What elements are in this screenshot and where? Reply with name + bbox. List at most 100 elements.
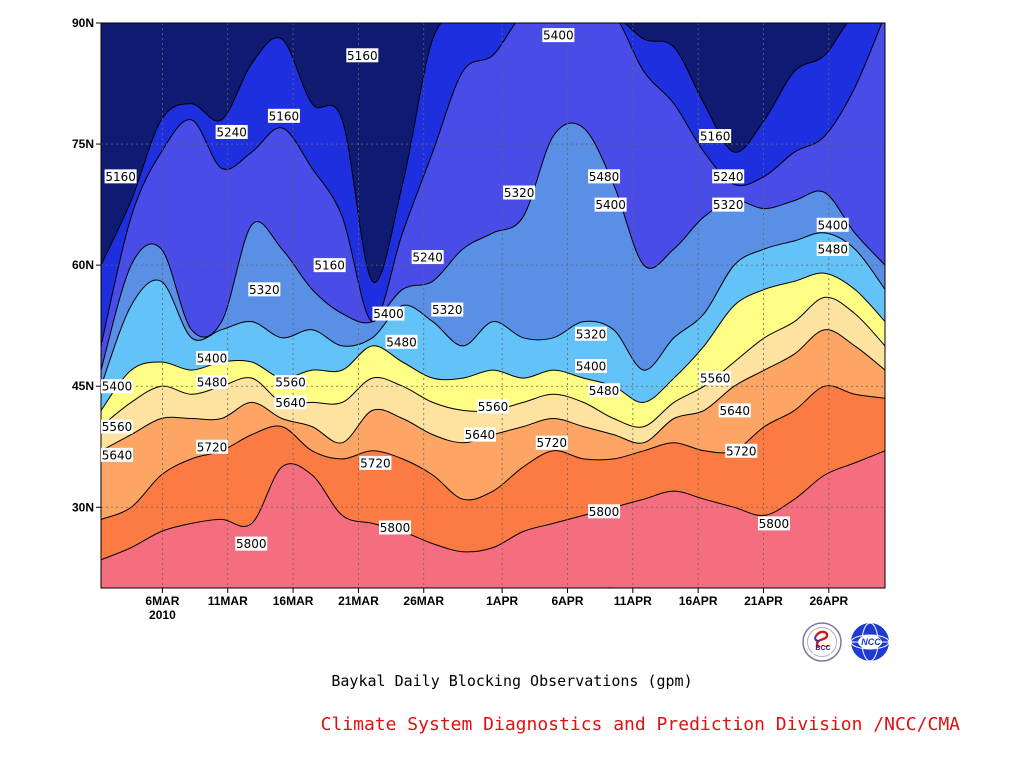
contour-label-bg <box>101 379 133 394</box>
contour-label: 5240 <box>215 124 248 139</box>
contour-label-bg <box>725 443 758 458</box>
contour-labels: 5160 5240 5160 5160 5400 5160 5240 5320 5400 5480… <box>101 28 849 551</box>
contour-label-bg <box>104 169 137 184</box>
bcc-logo-text: BCC <box>815 645 831 652</box>
contour-label-bg <box>816 217 849 232</box>
contour-label: 5320 <box>503 185 536 200</box>
contour-label: 5160 <box>267 108 300 123</box>
contour-label-bg <box>248 282 281 297</box>
x-axis: 6MAR 11MAR 16MAR 21MAR 26MAR 1APR 6APR 11APR 16A… <box>145 588 848 622</box>
x-tick-label: 16APR <box>679 594 718 608</box>
y-axis: 90N 75N 60N 45N 30N <box>72 16 101 514</box>
contour-label-bg <box>101 447 133 462</box>
credit-text: Climate System Diagnostics and Predictio… <box>320 714 960 735</box>
contour-label: 5720 <box>196 439 229 454</box>
contour-label: 5400 <box>372 306 405 321</box>
contour-label-bg <box>477 399 509 414</box>
contour-label: 5400 <box>594 197 627 212</box>
contour-label-bg <box>542 28 575 43</box>
contour-label-text: 5640 <box>102 448 133 462</box>
contour-label-bg <box>712 197 745 212</box>
contour-label-text: 5320 <box>713 198 744 212</box>
contour-label-bg <box>699 129 732 143</box>
contour-label-text: 5400 <box>817 218 848 232</box>
x-tick-label: 16MAR <box>273 594 314 608</box>
ncc-logo <box>850 622 890 662</box>
y-tick-label: 75N <box>72 137 94 151</box>
x-tick-label: 6APR <box>551 594 583 608</box>
contour-label-text: 5400 <box>543 29 574 43</box>
contour-label-text: 5400 <box>576 360 607 374</box>
contour-label: 5320 <box>431 302 464 317</box>
contour-label: 5240 <box>712 169 745 184</box>
contour-label-text: 5720 <box>726 444 757 458</box>
contour-label-text: 5800 <box>380 521 411 535</box>
contour-label: 5320 <box>712 197 745 212</box>
contour-label: 5240 <box>411 250 444 265</box>
contour-label-text: 5400 <box>373 307 404 321</box>
ncc-logo-text: NCC <box>861 637 881 647</box>
contour-label: 5800 <box>235 536 268 551</box>
contour-label-text: 5320 <box>504 186 535 200</box>
x-tick-label: 21APR <box>744 594 783 608</box>
contour-label-text: 5480 <box>386 335 417 349</box>
contour-label: 5800 <box>588 504 621 519</box>
x-tick-label: 11APR <box>614 594 652 608</box>
contour-label-bg <box>712 169 745 184</box>
contour-label-text: 5320 <box>432 303 463 317</box>
contour-label: 5560 <box>274 375 307 390</box>
contour-label-text: 5160 <box>700 130 731 144</box>
contour-label: 5400 <box>816 217 849 232</box>
contour-label-text: 5400 <box>102 380 133 394</box>
grid-lines <box>101 23 885 588</box>
contour-label-text: 5400 <box>197 351 228 365</box>
contour-label-text: 5240 <box>713 170 744 184</box>
contour-line-5800 <box>101 450 885 561</box>
contour-label: 5480 <box>385 334 418 349</box>
contour-label-bg <box>215 124 248 139</box>
contour-label-text: 5480 <box>589 384 620 398</box>
contour-label-bg <box>503 185 536 200</box>
contour-label-text: 5160 <box>347 49 378 63</box>
contour-label-bg <box>267 108 300 123</box>
x-tick-label: 26MAR <box>403 594 444 608</box>
contour-label-text: 5560 <box>700 372 731 386</box>
contour-label-bg <box>575 359 607 374</box>
contour-label-text: 5800 <box>236 537 267 551</box>
contour-label: 5640 <box>718 403 751 418</box>
contour-label-bg <box>346 48 379 63</box>
chart-title: Baykal Daily Blocking Observations (gpm) <box>331 672 693 690</box>
contour-label-text: 5640 <box>719 404 750 418</box>
bcc-logo <box>802 622 842 662</box>
band-5800 <box>101 450 885 588</box>
contour-label-text: 5800 <box>589 505 620 519</box>
y-tick-label: 90N <box>72 16 94 30</box>
y-tick-label: 30N <box>72 500 94 514</box>
contour-label: 5720 <box>359 455 392 470</box>
contour-label: 5560 <box>101 419 133 434</box>
contour-label-text: 5240 <box>412 251 443 265</box>
contour-label: 5640 <box>463 427 496 442</box>
contour-label-bg <box>575 326 607 341</box>
contour-label-text: 5560 <box>275 376 306 390</box>
contour-label-bg <box>235 536 268 551</box>
contour-label-bg <box>463 427 496 442</box>
contour-label-text: 5480 <box>817 243 848 257</box>
contour-label-text: 5560 <box>478 400 509 414</box>
contour-label-text: 5480 <box>197 376 228 390</box>
contour-label-bg <box>588 383 621 398</box>
contour-label: 5560 <box>699 371 732 386</box>
contour-label: 5640 <box>101 447 133 462</box>
contour-label-bg <box>196 375 229 390</box>
contour-label-text: 5400 <box>595 198 626 212</box>
contour-label: 5800 <box>757 516 790 531</box>
contour-line-5720 <box>101 385 885 520</box>
x-tick-label: 26APR <box>809 594 848 608</box>
contour-label: 5160 <box>104 169 137 184</box>
contour-label-text: 5720 <box>360 456 391 470</box>
contour-label: 5800 <box>379 520 411 535</box>
contour-label-bg <box>757 516 790 531</box>
contour-label-text: 5240 <box>216 125 247 139</box>
contour-label-bg <box>372 306 405 321</box>
contour-label-bg <box>718 403 751 418</box>
